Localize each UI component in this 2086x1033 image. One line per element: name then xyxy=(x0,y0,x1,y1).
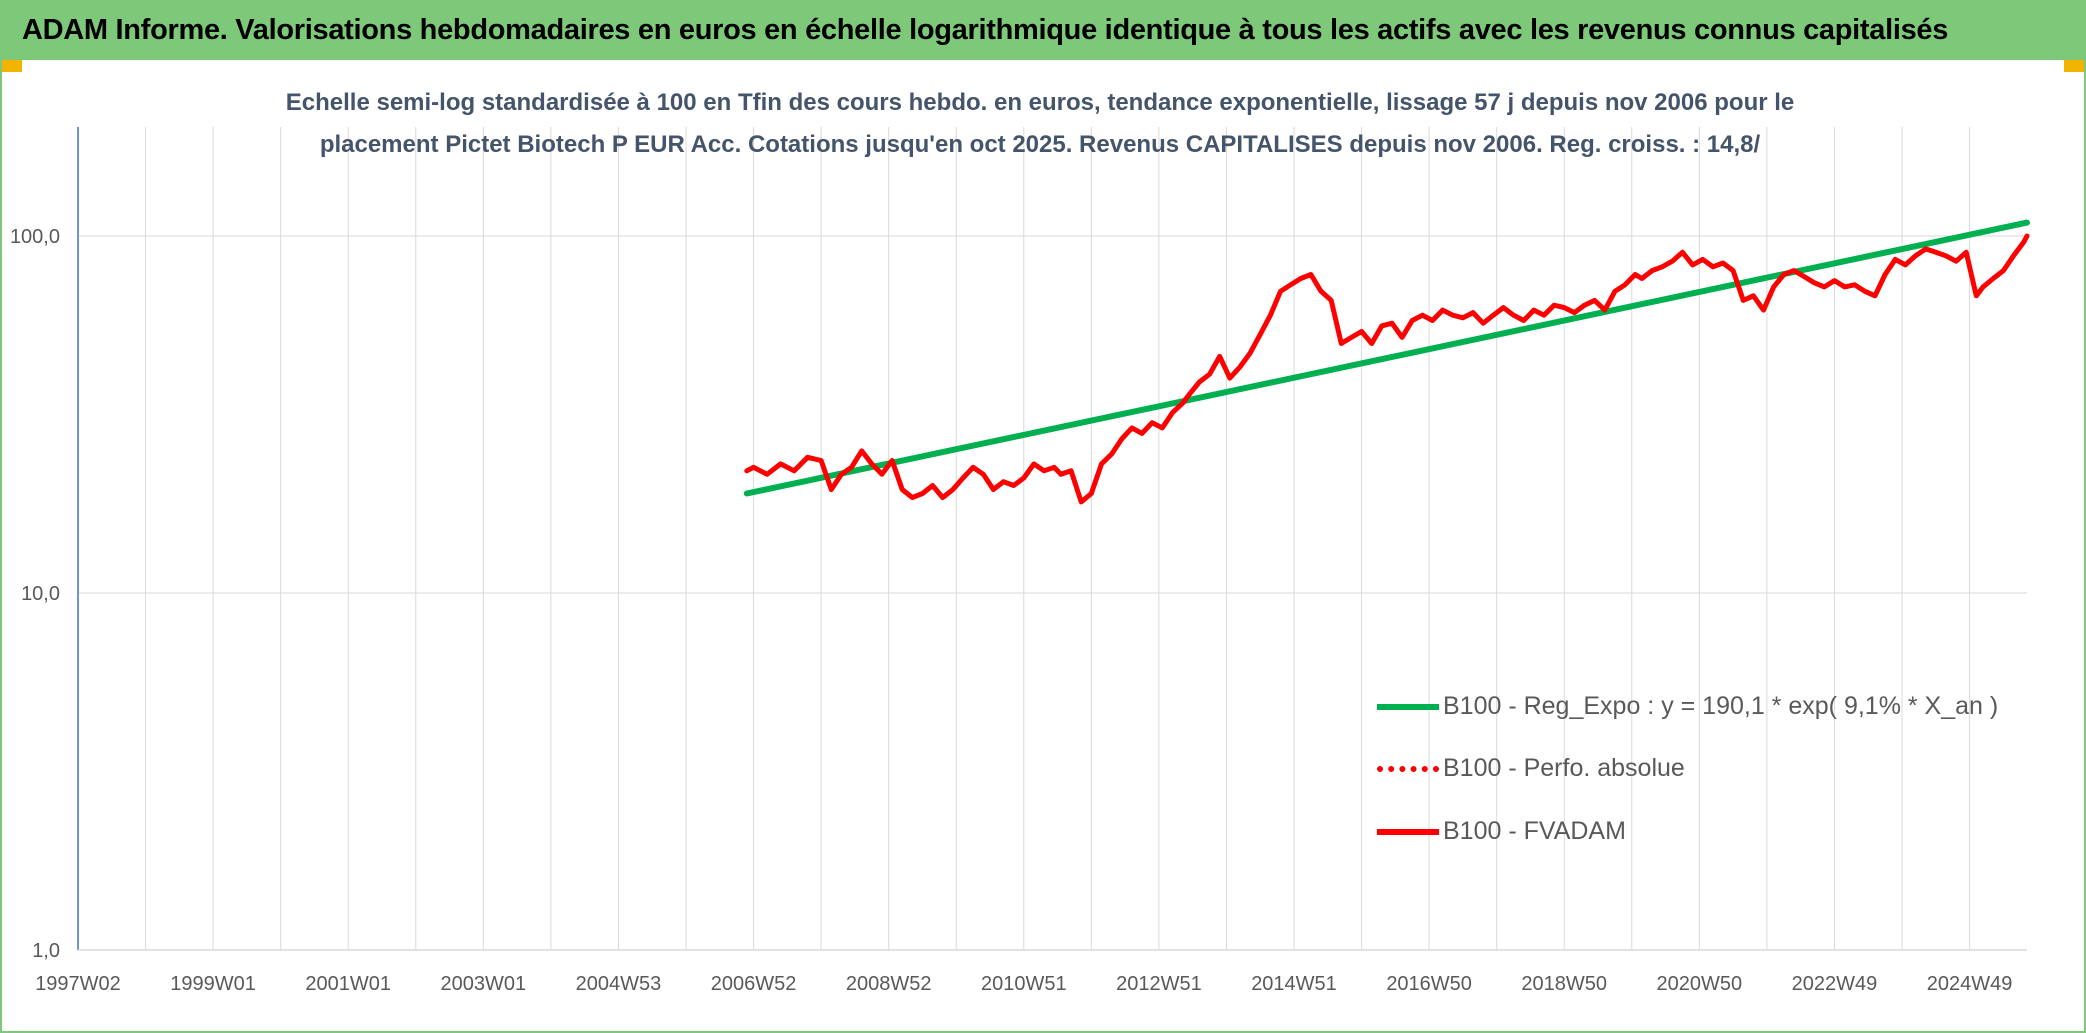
legend-entry-trend: B100 - Reg_Expo : y = 190,1 * exp( 9,1% … xyxy=(1377,692,1998,721)
x-tick-label: 2020W50 xyxy=(1657,973,1743,995)
legend-swatch-absolute-performance xyxy=(1377,765,1439,772)
x-tick-label: 2024W49 xyxy=(1927,973,2013,995)
legend-label-fvadam: B100 - FVADAM xyxy=(1443,817,1626,845)
tick-label-layer: 1,0 10,0 100,0 1997W02 1999W01 2001W01 2003W01… xyxy=(10,226,2012,995)
report-banner-title: ADAM Informe. Valorisations hebdomadaire… xyxy=(0,0,2086,60)
legend-label-absolute-performance: B100 - Perfo. absolue xyxy=(1443,754,1685,782)
legend-swatch-fvadam xyxy=(1377,828,1439,835)
chart-title-line-2: placement Pictet Biotech P EUR Acc. Cota… xyxy=(319,131,1761,158)
x-tick-label: 2003W01 xyxy=(441,973,527,995)
chart-title-line-1: Echelle semi-log standardisée à 100 en T… xyxy=(285,89,1795,116)
legend-entry-fvadam: B100 - FVADAM xyxy=(1377,817,1626,846)
legend-entry-absolute-performance: B100 - Perfo. absolue xyxy=(1377,754,1685,783)
chart-frame xyxy=(0,60,2086,1033)
legend-swatch-trend xyxy=(1377,703,1439,710)
x-tick-label: 2016W50 xyxy=(1386,973,1472,995)
grid-layer xyxy=(77,127,2027,951)
x-tick-label: 1999W01 xyxy=(170,973,256,995)
x-tick-label: 2018W50 xyxy=(1521,973,1607,995)
series-layer xyxy=(743,219,2030,505)
fvadam-line xyxy=(744,233,2030,505)
x-tick-label: 2004W53 xyxy=(576,973,662,995)
corner-accent-left xyxy=(2,60,22,72)
y-tick-label: 10,0 xyxy=(21,583,60,605)
corner-accent-right xyxy=(2064,60,2084,72)
x-tick-label: 2010W51 xyxy=(981,973,1067,995)
x-tick-label: 2022W49 xyxy=(1792,973,1878,995)
y-tick-label: 1,0 xyxy=(32,940,60,962)
x-tick-label: 2012W51 xyxy=(1116,973,1202,995)
y-tick-label: 100,0 xyxy=(10,226,60,248)
x-tick-label: 2006W52 xyxy=(711,973,797,995)
x-tick-label: 2001W01 xyxy=(305,973,391,995)
legend-label-trend: B100 - Reg_Expo : y = 190,1 * exp( 9,1% … xyxy=(1443,692,1999,720)
x-tick-label: 2008W52 xyxy=(846,973,932,995)
axis-layer xyxy=(77,127,2027,951)
x-tick-label: 1997W02 xyxy=(35,973,121,995)
x-tick-label: 2014W51 xyxy=(1251,973,1337,995)
trend-line xyxy=(743,219,2030,497)
